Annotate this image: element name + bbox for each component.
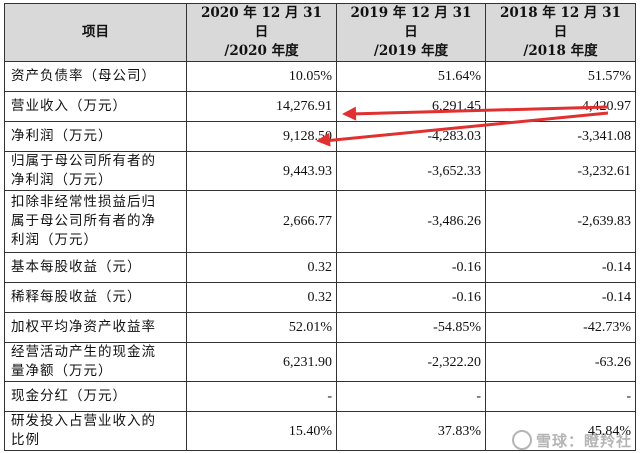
- row-label-line: 稀释每股收益（元）: [11, 289, 142, 305]
- header-2019: 2019 年 12 月 31 日/2019 年度: [336, 3, 486, 62]
- value-cell-2018: -42.73%: [485, 312, 636, 343]
- value-cell-2018: 51.57%: [485, 61, 636, 92]
- row-label-line: 净利润（万元）: [11, 128, 113, 144]
- snowball-logo-icon: [511, 430, 532, 450]
- row-label-line: 量净额（万元）: [11, 363, 113, 379]
- table-row: 现金分红（万元） - - -: [4, 381, 636, 412]
- row-label: 净利润（万元）: [4, 121, 187, 152]
- value-cell-2018: 45.84%: [485, 411, 636, 451]
- row-label-line: 净利润（万元）: [11, 172, 113, 188]
- row-label-line: 加权平均净资产收益率: [11, 319, 156, 335]
- table-row: 稀释每股收益（元） 0.32 -0.16 -0.14: [4, 282, 636, 313]
- table-row: 研发投入占营业收入的 比例 15.40% 37.83% 45.84%: [4, 411, 636, 451]
- table-row: 经营活动产生的现金流 量净额（万元） 6,231.90 -2,322.20 -63.26: [4, 342, 636, 382]
- value-cell-2019: -0.16: [336, 282, 486, 313]
- header-item: 项目: [4, 3, 187, 62]
- row-label-line: 经营活动产生的现金流: [11, 344, 156, 360]
- header-2020-line2: /2020 年度: [224, 43, 299, 59]
- value-cell-2019: 6,291.45: [336, 91, 486, 122]
- table-header-row: 项目 2020 年 12 月 31 日/2020 年度 2019 年 12 月 …: [4, 3, 636, 62]
- table-row: 基本每股收益（元） 0.32 -0.16 -0.14: [4, 252, 636, 283]
- value-cell-2020: 52.01%: [186, 312, 337, 343]
- header-item-label: 项目: [82, 24, 109, 40]
- value-cell-2018: -3,341.08: [485, 121, 636, 152]
- value-cell-2020: 6,231.90: [186, 342, 337, 382]
- header-2019-line1: 2019 年 12 月 31 日: [350, 5, 472, 40]
- table-row: 营业收入（万元） 14,276.91 6,291.45 4,420.97: [4, 91, 636, 122]
- value-cell-2019: -3,486.26: [336, 190, 486, 253]
- value-cell-2019: 51.64%: [336, 61, 486, 92]
- value-cell-2020: 0.32: [186, 282, 337, 313]
- value-cell-2018: -0.14: [485, 252, 636, 283]
- row-label: 研发投入占营业收入的 比例: [4, 411, 187, 451]
- value-cell-2019: -: [336, 381, 486, 412]
- row-label: 现金分红（万元）: [4, 381, 187, 412]
- row-label-line: 营业收入（万元）: [11, 98, 127, 114]
- table-row: 资产负债率（母公司） 10.05% 51.64% 51.57%: [4, 61, 636, 92]
- financial-indicators-table: 项目 2020 年 12 月 31 日/2020 年度 2019 年 12 月 …: [4, 3, 636, 451]
- value-cell-2020: 10.05%: [186, 61, 337, 92]
- header-2020-line1: 2020 年 12 月 31 日: [201, 5, 322, 40]
- value-cell-2020: 14,276.91: [186, 91, 337, 122]
- value-cell-2020: -: [186, 381, 337, 412]
- row-label: 营业收入（万元）: [4, 91, 187, 122]
- row-label: 稀释每股收益（元）: [4, 282, 187, 313]
- header-2018: 2018 年 12 月 31 日/2018 年度: [485, 3, 636, 62]
- value-cell-2020: 2,666.77: [186, 190, 337, 253]
- table-row: 归属于母公司所有者的 净利润（万元） 9,443.93 -3,652.33 -3,232…: [4, 151, 636, 191]
- row-label-line: 研发投入占营业收入的: [11, 413, 156, 429]
- table-row: 加权平均净资产收益率 52.01% -54.85% -42.73%: [4, 312, 636, 343]
- row-label-line: 归属于母公司所有者的: [11, 153, 156, 169]
- row-label-line: 比例: [11, 432, 40, 448]
- row-label-line: 属于母公司所有者的净: [11, 213, 156, 229]
- row-label: 资产负债率（母公司）: [4, 61, 187, 92]
- row-label: 基本每股收益（元）: [4, 252, 187, 283]
- value-cell-2020: 0.32: [186, 252, 337, 283]
- value-cell-2019: -0.16: [336, 252, 486, 283]
- value-cell-2018: -63.26: [485, 342, 636, 382]
- row-label-line: 资产负债率（母公司）: [11, 68, 156, 84]
- value-cell-2020: 15.40%: [186, 411, 337, 451]
- value-cell-2020: 9,128.50: [186, 121, 337, 152]
- value-cell-2018: -0.14: [485, 282, 636, 313]
- financial-table-container: 项目 2020 年 12 月 31 日/2020 年度 2019 年 12 月 …: [4, 3, 636, 451]
- watermark: 雪球：瞪羚社: [511, 430, 632, 451]
- header-2019-line2: /2019 年度: [373, 43, 449, 59]
- value-cell-2019: 37.83%: [336, 411, 486, 451]
- table-row: 净利润（万元） 9,128.50 -4,283.03 -3,341.08: [4, 121, 636, 152]
- header-2020: 2020 年 12 月 31 日/2020 年度: [186, 3, 337, 62]
- row-label-line: 基本每股收益（元）: [11, 259, 142, 275]
- value-cell-2018: -3,232.61: [485, 151, 636, 191]
- value-cell-2018: -: [485, 381, 636, 412]
- value-cell-2019: -54.85%: [336, 312, 486, 343]
- value-cell-2018: -2,639.83: [485, 190, 636, 253]
- row-label-line: 现金分红（万元）: [11, 388, 127, 404]
- row-label: 扣除非经常性损益后归 属于母公司所有者的净 利润（万元）: [4, 190, 187, 253]
- value-cell-2020: 9,443.93: [186, 151, 337, 191]
- value-cell-2018: 4,420.97: [485, 91, 636, 122]
- row-label: 归属于母公司所有者的 净利润（万元）: [4, 151, 187, 191]
- header-2018-line2: /2018 年度: [523, 43, 598, 59]
- header-2018-line1: 2018 年 12 月 31 日: [500, 5, 621, 40]
- row-label-line: 扣除非经常性损益后归: [11, 194, 156, 210]
- watermark-text: 雪球：瞪羚社: [535, 432, 632, 450]
- row-label-line: 利润（万元）: [11, 232, 98, 248]
- table-row: 扣除非经常性损益后归 属于母公司所有者的净 利润（万元） 2,666.77 -3,486…: [4, 190, 636, 253]
- value-cell-2019: -2,322.20: [336, 342, 486, 382]
- row-label: 经营活动产生的现金流 量净额（万元）: [4, 342, 187, 382]
- value-cell-2019: -4,283.03: [336, 121, 486, 152]
- value-cell-2019: -3,652.33: [336, 151, 486, 191]
- row-label: 加权平均净资产收益率: [4, 312, 187, 343]
- table-body: 资产负债率（母公司） 10.05% 51.64% 51.57% 营业收入（万元） 14,2…: [4, 61, 636, 451]
